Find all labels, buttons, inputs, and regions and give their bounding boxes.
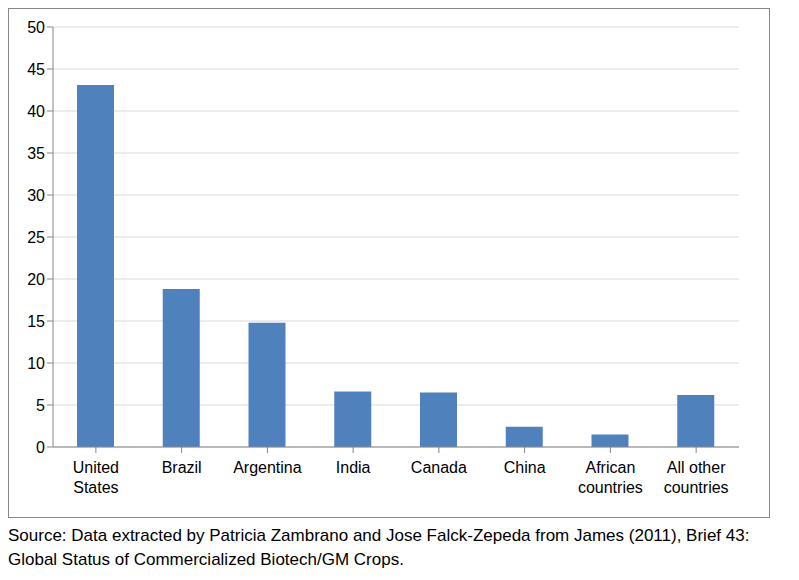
svg-text:Argentina: Argentina (233, 459, 302, 476)
svg-text:All othercountries: All othercountries (664, 459, 729, 496)
svg-text:Africancountries: Africancountries (578, 459, 643, 496)
svg-text:10: 10 (27, 355, 45, 372)
svg-text:40: 40 (27, 103, 45, 120)
svg-text:UnitedStates: UnitedStates (73, 459, 119, 496)
svg-text:45: 45 (27, 61, 45, 78)
svg-text:India: India (336, 459, 371, 476)
svg-text:5: 5 (36, 397, 45, 414)
svg-text:0: 0 (36, 439, 45, 456)
svg-text:50: 50 (27, 19, 45, 36)
svg-text:Canada: Canada (411, 459, 467, 476)
svg-text:25: 25 (27, 229, 45, 246)
svg-text:China: China (504, 459, 546, 476)
svg-text:35: 35 (27, 145, 45, 162)
html-text:Source: Data extracted by Patr: Source: Data extracted by Patricia Zambr… (8, 526, 750, 569)
svg-text:Brazil: Brazil (162, 459, 202, 476)
svg-text:15: 15 (27, 313, 45, 330)
svg-text:30: 30 (27, 187, 45, 204)
svg-text:20: 20 (27, 271, 45, 288)
